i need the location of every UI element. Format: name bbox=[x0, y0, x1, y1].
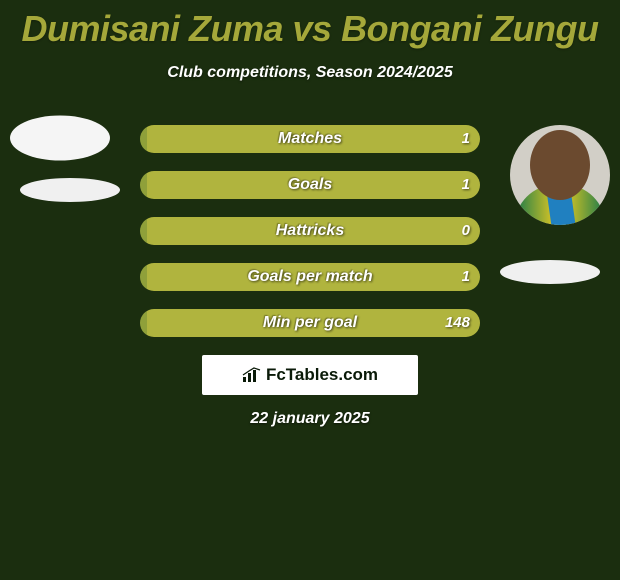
stat-bar-min-per-goal: Min per goal148 bbox=[140, 309, 480, 337]
player-left-avatar bbox=[10, 116, 110, 161]
logo-text: FcTables.com bbox=[266, 365, 378, 385]
date-label: 22 january 2025 bbox=[0, 410, 620, 428]
bar-value-right: 1 bbox=[462, 171, 470, 199]
player-right-avatar bbox=[510, 125, 610, 225]
bar-value-right: 1 bbox=[462, 125, 470, 153]
stat-bar-goals: Goals1 bbox=[140, 171, 480, 199]
bar-label: Matches bbox=[140, 125, 480, 153]
stat-bar-matches: Matches1 bbox=[140, 125, 480, 153]
comparison-widget: Dumisani Zuma vs Bongani Zungu Club comp… bbox=[0, 0, 620, 580]
bar-label: Goals bbox=[140, 171, 480, 199]
bar-value-right: 1 bbox=[462, 263, 470, 291]
subtitle: Club competitions, Season 2024/2025 bbox=[0, 64, 620, 82]
chart-icon bbox=[242, 367, 262, 383]
bar-value-right: 148 bbox=[445, 309, 470, 337]
bar-label: Min per goal bbox=[140, 309, 480, 337]
page-title: Dumisani Zuma vs Bongani Zungu bbox=[0, 0, 620, 50]
bar-value-right: 0 bbox=[462, 217, 470, 245]
source-logo[interactable]: FcTables.com bbox=[202, 355, 418, 395]
avatar-head bbox=[530, 130, 590, 200]
bar-label: Goals per match bbox=[140, 263, 480, 291]
stat-bar-hattricks: Hattricks0 bbox=[140, 217, 480, 245]
player-right-shadow bbox=[500, 260, 600, 284]
stat-bar-goals-per-match: Goals per match1 bbox=[140, 263, 480, 291]
player-left-shadow bbox=[20, 178, 120, 202]
bar-label: Hattricks bbox=[140, 217, 480, 245]
stat-bars: Matches1Goals1Hattricks0Goals per match1… bbox=[140, 125, 480, 355]
